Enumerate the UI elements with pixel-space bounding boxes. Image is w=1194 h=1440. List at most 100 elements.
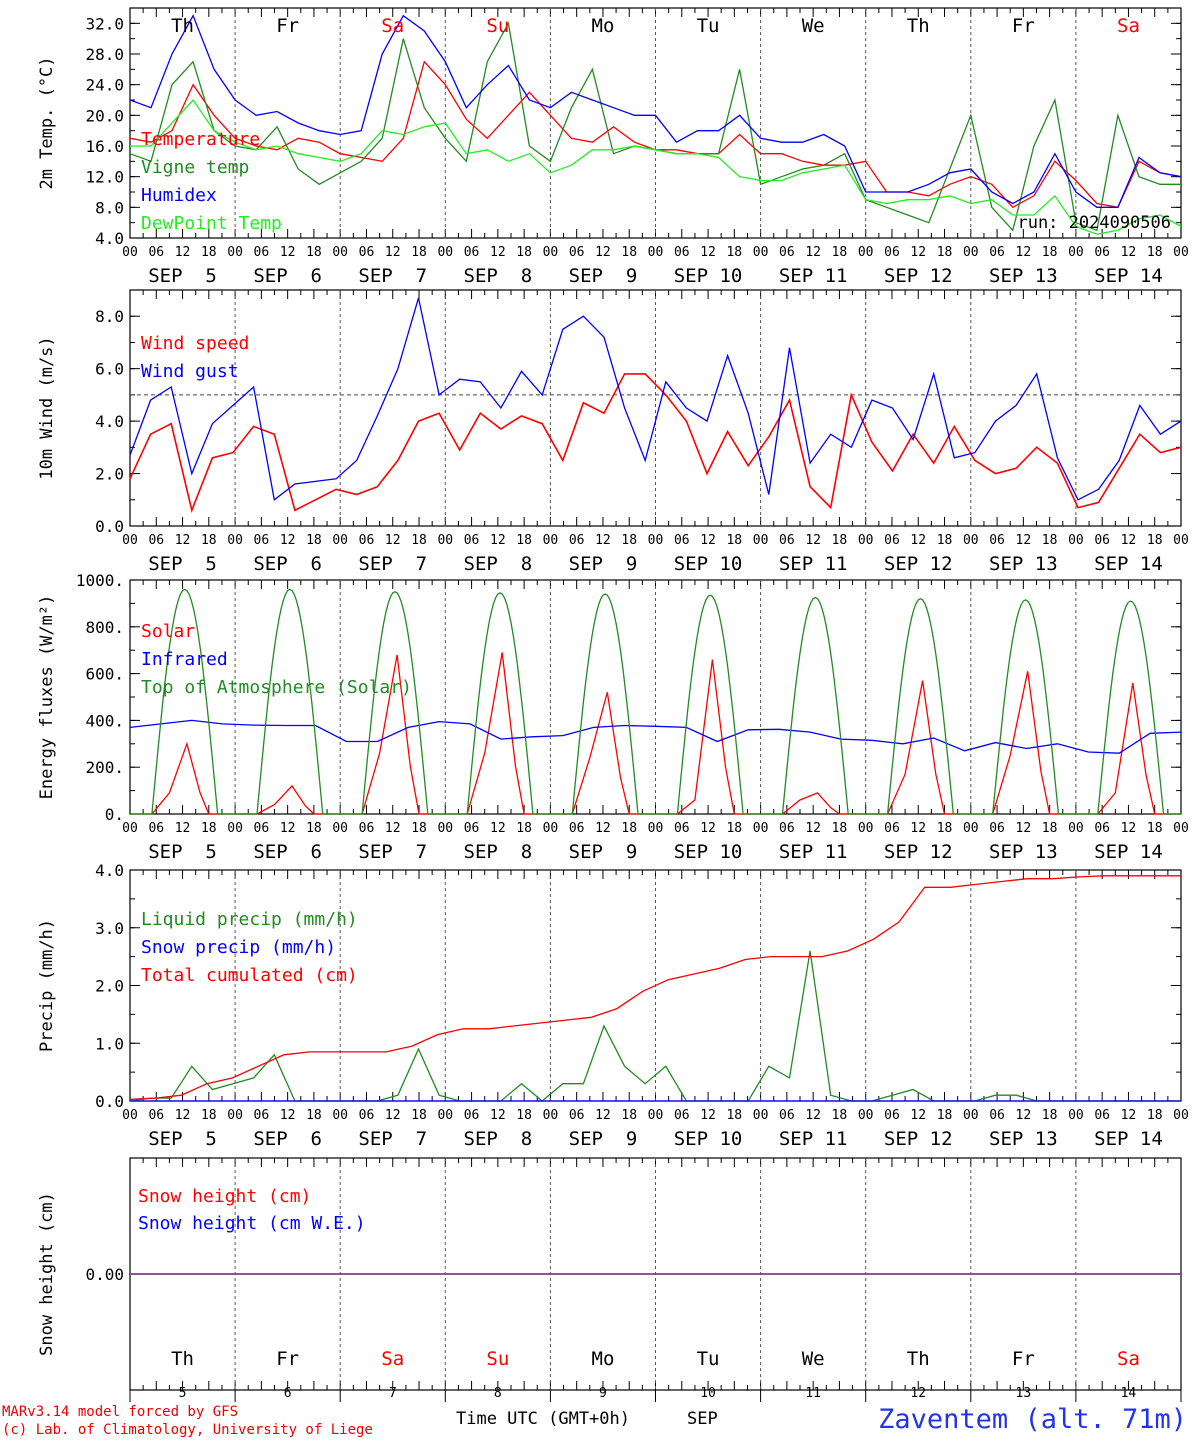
hour-tick-label: 18 bbox=[201, 245, 217, 260]
date-label: SEP 5 bbox=[148, 1128, 217, 1150]
hour-tick-label: 00 bbox=[437, 245, 453, 260]
hour-tick-label: 12 bbox=[700, 1108, 716, 1123]
hour-tick-label: 00 bbox=[648, 1108, 664, 1123]
hour-tick-label: 18 bbox=[306, 821, 322, 836]
date-label: SEP 12 bbox=[884, 1128, 953, 1150]
legend-entry: Wind speed bbox=[141, 333, 249, 354]
hour-tick-label: 18 bbox=[201, 1108, 217, 1123]
date-number-label: 14 bbox=[1121, 1386, 1137, 1401]
date-label: SEP 7 bbox=[358, 553, 427, 575]
date-label: SEP 14 bbox=[1094, 265, 1163, 287]
run-annotation: run: 2024090506 bbox=[1017, 213, 1171, 233]
weekday-label: Fr bbox=[1012, 15, 1035, 37]
weekday-label: Th bbox=[907, 15, 930, 37]
hour-tick-label: 00 bbox=[122, 1108, 138, 1123]
hour-tick-label: 06 bbox=[989, 533, 1005, 548]
hour-tick-label: 00 bbox=[332, 1108, 348, 1123]
hour-tick-label: 06 bbox=[989, 1108, 1005, 1123]
hour-tick-label: 18 bbox=[621, 1108, 637, 1123]
date-label: SEP 13 bbox=[989, 265, 1058, 287]
hour-tick-label: 00 bbox=[753, 1108, 769, 1123]
y-tick-label: 4.0 bbox=[95, 861, 124, 880]
hour-tick-label: 00 bbox=[1068, 1108, 1084, 1123]
hour-tick-label: 06 bbox=[674, 1108, 690, 1123]
hour-tick-label: 12 bbox=[280, 533, 296, 548]
hour-tick-label: 00 bbox=[122, 245, 138, 260]
hour-tick-label: 06 bbox=[779, 821, 795, 836]
hour-tick-label: 12 bbox=[805, 245, 821, 260]
hour-tick-label: 18 bbox=[516, 245, 532, 260]
hour-tick-label: 12 bbox=[280, 1108, 296, 1123]
date-number-label: 11 bbox=[805, 1386, 821, 1401]
y-tick-label: 8.0 bbox=[95, 198, 124, 217]
hour-tick-label: 00 bbox=[332, 533, 348, 548]
hour-tick-label: 12 bbox=[175, 245, 191, 260]
hour-tick-label: 06 bbox=[569, 1108, 585, 1123]
hour-tick-label: 00 bbox=[1068, 245, 1084, 260]
date-label: SEP 5 bbox=[148, 841, 217, 863]
hour-tick-label: 18 bbox=[1147, 533, 1163, 548]
legend-entry: Vigne temp bbox=[141, 157, 249, 178]
y-tick-label: 0. bbox=[105, 805, 124, 824]
hour-tick-label: 18 bbox=[726, 1108, 742, 1123]
hour-tick-label: 06 bbox=[464, 533, 480, 548]
legend-entry: Snow height (cm) bbox=[138, 1186, 311, 1207]
hour-tick-label: 18 bbox=[937, 1108, 953, 1123]
y-tick-label: 1000. bbox=[76, 571, 124, 590]
series-line bbox=[129, 14, 1182, 208]
date-label: SEP 9 bbox=[569, 553, 638, 575]
hour-tick-label: 12 bbox=[175, 1108, 191, 1123]
weekday-label: We bbox=[802, 1348, 825, 1370]
hour-tick-label: 00 bbox=[122, 533, 138, 548]
y-tick-label: 12.0 bbox=[85, 168, 124, 187]
hour-tick-label: 00 bbox=[858, 821, 874, 836]
series-line bbox=[129, 21, 1181, 232]
weekday-label: Th bbox=[171, 1348, 194, 1370]
hour-tick-label: 06 bbox=[254, 1108, 270, 1123]
hour-tick-label: 00 bbox=[1068, 533, 1084, 548]
date-number-label: 5 bbox=[179, 1386, 187, 1401]
hour-tick-label: 00 bbox=[227, 821, 243, 836]
hour-tick-label: 18 bbox=[411, 821, 427, 836]
hour-tick-label: 00 bbox=[1068, 821, 1084, 836]
y-tick-label: 32.0 bbox=[85, 14, 124, 33]
date-label: SEP 9 bbox=[569, 841, 638, 863]
y-tick-label: 24.0 bbox=[85, 76, 124, 95]
date-label: SEP 10 bbox=[674, 265, 743, 287]
hour-tick-label: 12 bbox=[490, 821, 506, 836]
hour-tick-label: 00 bbox=[543, 1108, 559, 1123]
hour-tick-label: 12 bbox=[1121, 821, 1137, 836]
date-label: SEP 9 bbox=[569, 1128, 638, 1150]
hour-tick-label: 12 bbox=[595, 533, 611, 548]
hour-tick-label: 18 bbox=[1042, 245, 1058, 260]
series-line bbox=[129, 373, 1182, 513]
hour-tick-label: 12 bbox=[280, 245, 296, 260]
date-label: SEP 8 bbox=[464, 1128, 533, 1150]
legend-entry: Liquid precip (mm/h) bbox=[141, 909, 358, 930]
series-line bbox=[129, 719, 1182, 754]
y-tick-label: 0.0 bbox=[95, 517, 124, 536]
hour-tick-label: 12 bbox=[490, 245, 506, 260]
hour-tick-label: 00 bbox=[437, 821, 453, 836]
y-axis-label: Precip (mm/h) bbox=[37, 919, 57, 1052]
hour-tick-label: 06 bbox=[674, 245, 690, 260]
hour-tick-label: 00 bbox=[648, 245, 664, 260]
hour-tick-label: 06 bbox=[884, 821, 900, 836]
hour-tick-label: 18 bbox=[306, 245, 322, 260]
y-tick-label: 28.0 bbox=[85, 45, 124, 64]
weekday-label: Mo bbox=[592, 15, 615, 37]
hour-tick-label: 06 bbox=[1094, 1108, 1110, 1123]
hour-tick-label: 12 bbox=[1016, 245, 1032, 260]
series-line bbox=[129, 297, 1182, 501]
hour-tick-label: 06 bbox=[674, 533, 690, 548]
legend-entry: Solar bbox=[141, 621, 195, 642]
hour-tick-label: 06 bbox=[464, 821, 480, 836]
date-number-label: 9 bbox=[599, 1386, 607, 1401]
hour-tick-label: 18 bbox=[937, 245, 953, 260]
weekday-label: Tu bbox=[697, 1348, 720, 1370]
hour-tick-label: 18 bbox=[411, 1108, 427, 1123]
hour-tick-label: 06 bbox=[254, 245, 270, 260]
legend-entry: Snow precip (mm/h) bbox=[141, 937, 336, 958]
date-label: SEP 11 bbox=[779, 841, 848, 863]
hour-tick-label: 12 bbox=[910, 245, 926, 260]
